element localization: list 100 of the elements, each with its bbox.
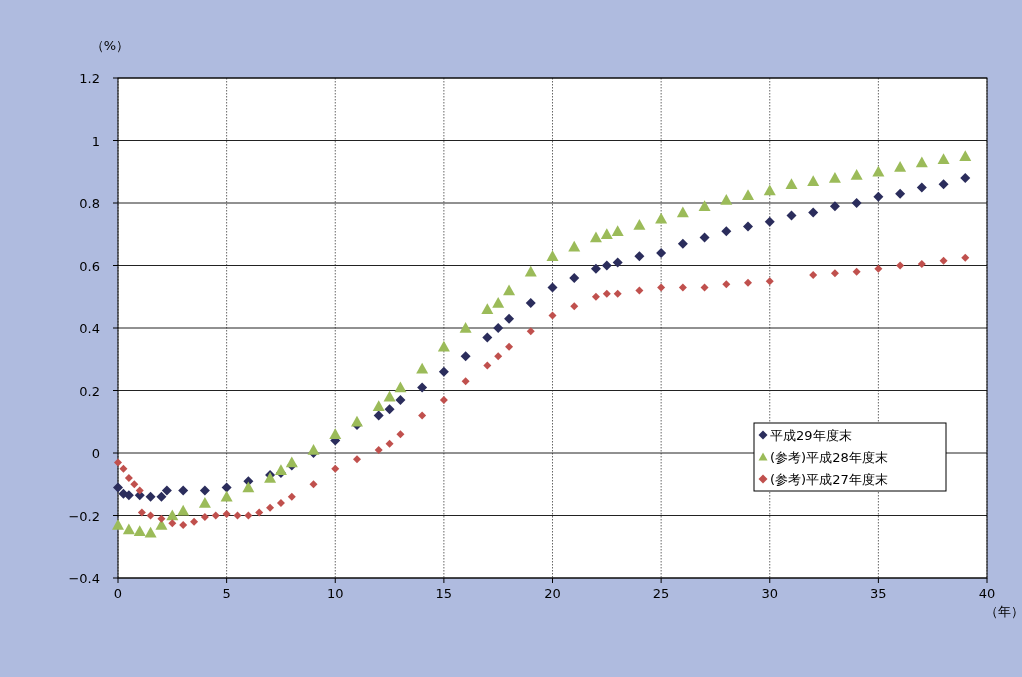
point <box>287 492 296 501</box>
point <box>137 508 146 517</box>
x-tick-label: 0 <box>113 586 123 601</box>
point <box>145 491 156 502</box>
y-tick-label: 0.4 <box>79 321 100 336</box>
point <box>764 216 775 227</box>
point <box>720 193 733 205</box>
point <box>177 504 190 516</box>
point <box>852 267 861 276</box>
point <box>503 284 516 296</box>
point <box>211 511 220 520</box>
point <box>601 260 612 271</box>
x-tick-label: 25 <box>652 586 670 601</box>
point <box>504 313 515 324</box>
point <box>939 256 948 265</box>
point <box>895 188 906 199</box>
point <box>524 265 537 277</box>
x-tick-label: 5 <box>222 586 231 601</box>
point <box>568 240 581 252</box>
point <box>807 175 820 186</box>
point <box>699 232 710 243</box>
point <box>395 394 406 405</box>
point <box>285 456 298 468</box>
point <box>329 428 342 440</box>
point <box>493 323 504 333</box>
legend-label: 平成29年度末 <box>770 428 852 443</box>
point <box>179 520 188 529</box>
point <box>114 458 122 467</box>
point <box>221 482 232 493</box>
point <box>917 259 926 268</box>
point <box>439 395 448 404</box>
point <box>828 172 841 183</box>
point <box>166 509 179 521</box>
y-tick-label: 0.6 <box>79 258 100 274</box>
point <box>383 390 396 402</box>
x-tick-label: 35 <box>870 586 887 601</box>
point <box>459 322 472 333</box>
point <box>112 518 124 530</box>
legend-label: (参考)平成28年度末 <box>770 450 888 465</box>
point <box>590 263 601 274</box>
point <box>633 218 646 230</box>
point <box>525 298 536 308</box>
point <box>960 173 971 183</box>
x-tick-label: 30 <box>761 586 779 601</box>
point <box>937 153 950 165</box>
point <box>242 481 255 493</box>
point <box>274 464 287 475</box>
point <box>438 366 449 377</box>
point <box>482 332 493 343</box>
point <box>394 381 407 393</box>
point <box>372 400 385 411</box>
point <box>600 228 613 240</box>
point <box>611 225 624 236</box>
point <box>873 191 884 202</box>
point <box>113 482 123 493</box>
y-tick-label: 0.8 <box>79 196 100 211</box>
point <box>765 277 774 286</box>
point <box>547 282 558 293</box>
y-tick-label: −0.4 <box>68 571 100 586</box>
point <box>222 509 231 518</box>
point <box>418 411 427 420</box>
point <box>124 474 133 482</box>
point <box>460 351 471 362</box>
point <box>396 430 405 439</box>
point <box>808 207 819 218</box>
point <box>255 508 264 517</box>
point <box>156 491 167 502</box>
point <box>546 250 559 261</box>
point <box>916 182 927 193</box>
point <box>786 210 797 221</box>
point <box>350 415 363 427</box>
point <box>589 231 602 243</box>
x-tick-label: 15 <box>435 586 453 601</box>
point <box>850 168 863 180</box>
point <box>569 273 580 283</box>
point <box>959 150 972 161</box>
point <box>698 200 711 211</box>
point <box>200 513 209 522</box>
point <box>526 327 535 336</box>
x-tick-label: 10 <box>326 586 344 601</box>
point <box>602 289 611 298</box>
point <box>276 499 285 507</box>
point <box>199 485 210 496</box>
point <box>494 352 503 361</box>
point <box>851 198 862 208</box>
y-tick-label: −0.2 <box>68 508 100 524</box>
point <box>309 480 318 489</box>
point <box>655 212 668 224</box>
point <box>307 443 320 455</box>
point <box>146 511 155 520</box>
point <box>144 526 157 538</box>
point <box>938 179 949 190</box>
point <box>437 340 450 352</box>
point <box>744 278 753 287</box>
point <box>872 165 885 177</box>
point <box>352 455 361 464</box>
point <box>743 221 754 232</box>
point <box>135 486 144 495</box>
point <box>548 311 557 320</box>
point <box>613 289 622 298</box>
